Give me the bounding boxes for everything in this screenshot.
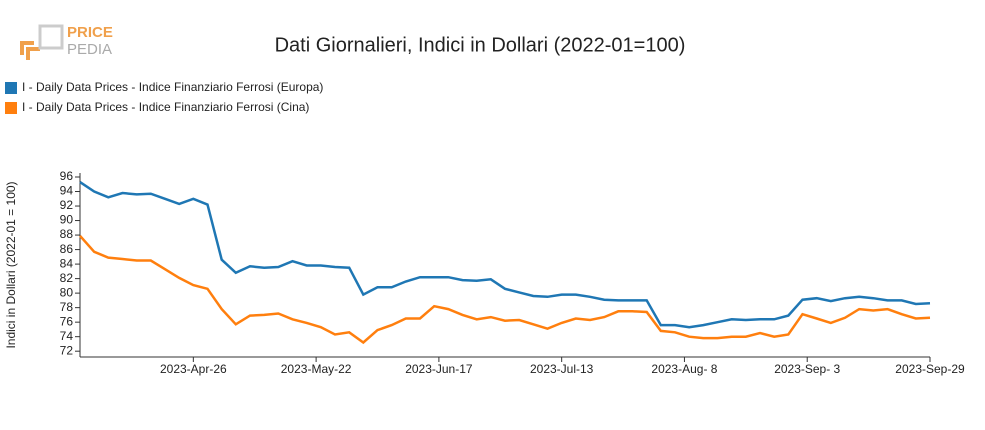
x-tick-label: 2023-Jun-17	[405, 362, 473, 376]
legend-label: I - Daily Data Prices - Indice Finanziar…	[22, 100, 309, 114]
x-tick-label: 2023-Aug- 8	[651, 362, 717, 376]
y-tick-label: 86	[60, 242, 74, 256]
x-tick-label: 2023-Apr-26	[160, 362, 227, 376]
y-axis-label: Indici in Dollari (2022-01 = 100)	[4, 181, 18, 348]
y-tick-label: 82	[60, 271, 74, 285]
logo-frame	[38, 24, 64, 50]
series-line	[79, 181, 931, 329]
y-tick-label: 72	[60, 343, 74, 357]
y-tick-label: 92	[60, 198, 74, 212]
y-tick-label: 88	[60, 227, 74, 241]
x-tick-label: 2023-Jul-13	[530, 362, 594, 376]
x-tick-label: 2023-May-22	[281, 362, 352, 376]
logo-icon	[20, 41, 40, 60]
legend-swatch	[5, 82, 17, 94]
legend-label: I - Daily Data Prices - Indice Finanziar…	[22, 80, 323, 94]
x-tick-label: 2023-Sep-29	[895, 362, 965, 376]
y-tick-label: 80	[60, 285, 74, 299]
y-tick-label: 78	[60, 300, 74, 314]
x-tick-label: 2023-Sep- 3	[774, 362, 840, 376]
logo: PRICE PEDIA	[20, 24, 113, 60]
y-tick-label: 96	[60, 169, 74, 183]
chart-title: Dati Giornalieri, Indici in Dollari (202…	[275, 34, 686, 56]
y-tick-label: 84	[60, 256, 74, 270]
y-tick-label: 74	[60, 329, 74, 343]
y-tick-label: 94	[60, 184, 74, 198]
series-line	[79, 234, 931, 345]
legend-swatch	[5, 102, 17, 114]
y-tick-label: 76	[60, 314, 74, 328]
logo-text: PRICE	[67, 24, 113, 41]
y-tick-label: 90	[60, 213, 74, 227]
logo-text: PEDIA	[67, 41, 112, 58]
